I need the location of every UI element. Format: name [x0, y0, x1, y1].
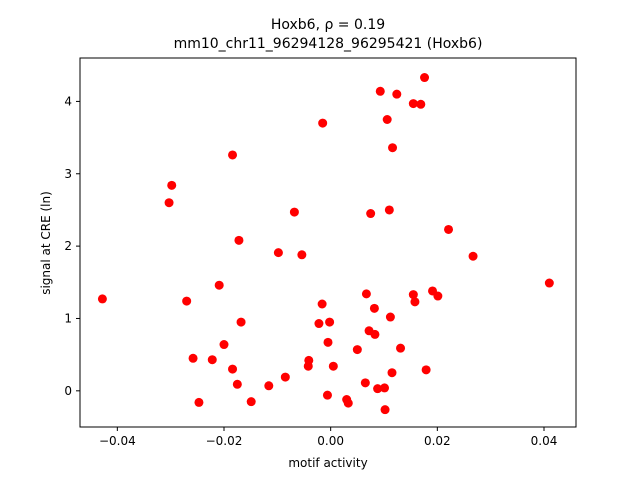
plot-frame — [79, 57, 577, 428]
x-tick-label-4: 0.04 — [531, 434, 558, 448]
data-point-8 — [219, 340, 229, 350]
x-tick-label-1: −0.02 — [206, 434, 243, 448]
data-point-43 — [384, 205, 394, 215]
y-tick-label-1: 1 — [64, 311, 72, 325]
data-point-15 — [264, 381, 274, 391]
data-point-5 — [194, 397, 204, 407]
data-point-4 — [188, 353, 198, 363]
data-point-3 — [182, 296, 192, 306]
data-point-26 — [323, 337, 333, 347]
x-tick-label-0: −0.04 — [99, 434, 136, 448]
data-point-56 — [433, 291, 443, 301]
data-point-37 — [370, 329, 380, 339]
data-point-49 — [408, 99, 418, 109]
x-tick-label-2: 0.00 — [317, 434, 344, 448]
data-point-54 — [421, 365, 431, 375]
data-point-9 — [228, 150, 238, 160]
data-point-47 — [392, 89, 402, 99]
chart-title-line2: mm10_chr11_96294128_96295421 (Hoxb6) — [174, 36, 483, 52]
data-point-30 — [343, 398, 353, 408]
y-axis-ticks: 0 1 2 3 4 — [64, 94, 80, 398]
chart-title-line1: Hoxb6, ρ = 0.19 — [271, 17, 385, 33]
data-point-7 — [214, 280, 224, 290]
data-point-21 — [304, 355, 314, 365]
data-point-52 — [416, 99, 426, 109]
data-point-25 — [322, 390, 332, 400]
y-tick-label-3: 3 — [64, 167, 72, 181]
data-point-53 — [420, 73, 430, 83]
data-point-51 — [410, 297, 420, 307]
data-point-57 — [444, 224, 454, 234]
data-point-48 — [396, 343, 406, 353]
data-point-24 — [317, 299, 327, 309]
x-axis-label: motif activity — [288, 456, 367, 470]
data-point-38 — [373, 384, 383, 394]
data-point-39 — [375, 86, 385, 96]
data-point-11 — [232, 379, 242, 389]
data-point-33 — [361, 289, 371, 299]
data-point-36 — [369, 303, 379, 313]
data-point-32 — [360, 378, 370, 388]
data-point-42 — [382, 115, 392, 124]
data-point-6 — [207, 355, 217, 365]
data-point-12 — [234, 235, 244, 245]
data-point-31 — [352, 345, 362, 355]
data-point-16 — [273, 248, 283, 258]
data-point-0 — [97, 294, 107, 304]
data-point-59 — [544, 278, 554, 288]
data-point-14 — [246, 397, 256, 407]
data-point-35 — [366, 209, 376, 219]
data-point-28 — [328, 361, 338, 371]
data-point-19 — [297, 250, 307, 260]
data-point-58 — [468, 251, 478, 261]
y-tick-label-2: 2 — [64, 239, 72, 253]
y-tick-label-4: 4 — [64, 94, 72, 108]
y-axis-label: signal at CRE (ln) — [39, 191, 53, 295]
data-point-44 — [385, 312, 395, 322]
data-point-23 — [318, 118, 328, 128]
data-point-2 — [167, 180, 177, 190]
data-point-40 — [380, 383, 390, 393]
x-axis-ticks: −0.04 −0.02 0.00 0.02 0.04 — [99, 427, 557, 448]
data-point-45 — [387, 368, 397, 378]
data-point-41 — [380, 405, 390, 415]
data-point-50 — [408, 290, 418, 300]
data-point-27 — [325, 317, 335, 327]
y-tick-label-0: 0 — [64, 384, 72, 398]
data-points — [97, 73, 554, 415]
data-point-46 — [388, 143, 398, 153]
data-point-17 — [280, 372, 290, 382]
data-point-1 — [164, 198, 174, 208]
data-point-10 — [228, 364, 238, 374]
data-point-13 — [236, 317, 246, 327]
x-tick-label-3: 0.02 — [424, 434, 451, 448]
data-point-18 — [289, 207, 299, 217]
data-point-22 — [314, 319, 324, 329]
